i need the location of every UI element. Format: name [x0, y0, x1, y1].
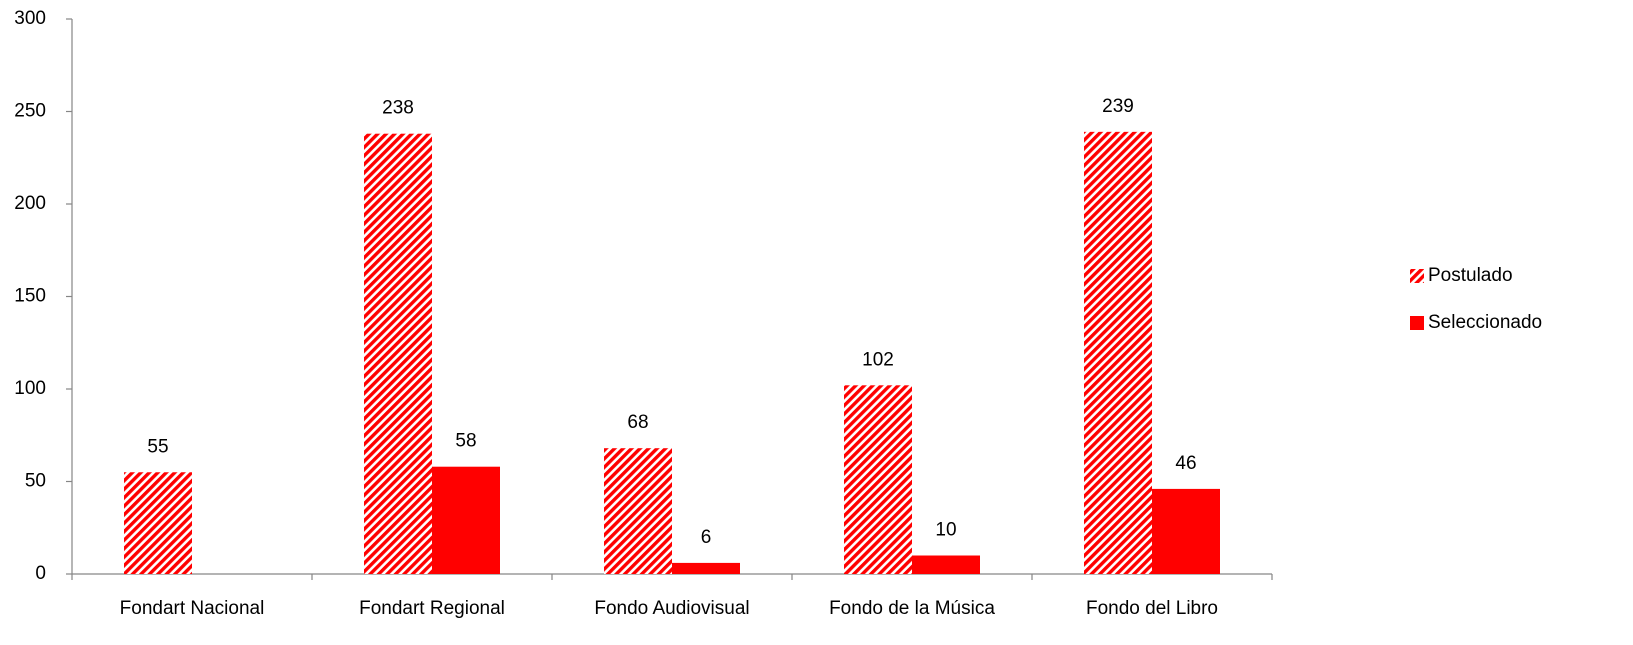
x-tick-label: Fondart Nacional: [120, 598, 265, 619]
bar: [844, 385, 912, 574]
y-tick-label: 250: [14, 101, 46, 122]
data-label: 6: [701, 527, 712, 548]
legend-swatch: [1410, 316, 1424, 330]
bar: [124, 472, 192, 574]
y-tick-label: 0: [35, 563, 46, 584]
bar: [364, 133, 432, 574]
x-tick-label: Fondo Audiovisual: [594, 598, 749, 619]
y-tick-label: 150: [14, 286, 46, 307]
x-tick-label: Fondo de la Música: [829, 598, 995, 619]
bar: [1084, 131, 1152, 574]
data-label: 238: [382, 98, 414, 119]
data-label: 46: [1175, 453, 1196, 474]
data-label: 68: [627, 412, 648, 433]
bar: [1152, 488, 1220, 574]
y-tick-label: 100: [14, 378, 46, 399]
data-label: 239: [1102, 96, 1134, 117]
y-tick-label: 300: [14, 8, 46, 29]
x-tick-label: Fondart Regional: [359, 598, 505, 619]
x-tick-label: Fondo del Libro: [1086, 598, 1218, 619]
bar: [672, 562, 740, 574]
data-label: 55: [147, 436, 168, 457]
y-tick-label: 50: [25, 471, 46, 492]
data-label: 10: [935, 520, 956, 541]
legend-swatch: [1410, 269, 1424, 283]
bar: [432, 466, 500, 574]
bar: [604, 448, 672, 574]
legend-label: Seleccionado: [1428, 312, 1542, 333]
data-label: 102: [862, 349, 894, 370]
data-label: 58: [455, 431, 476, 452]
bar: [912, 555, 980, 574]
legend-label: Postulado: [1428, 265, 1513, 286]
y-tick-label: 200: [14, 193, 46, 214]
